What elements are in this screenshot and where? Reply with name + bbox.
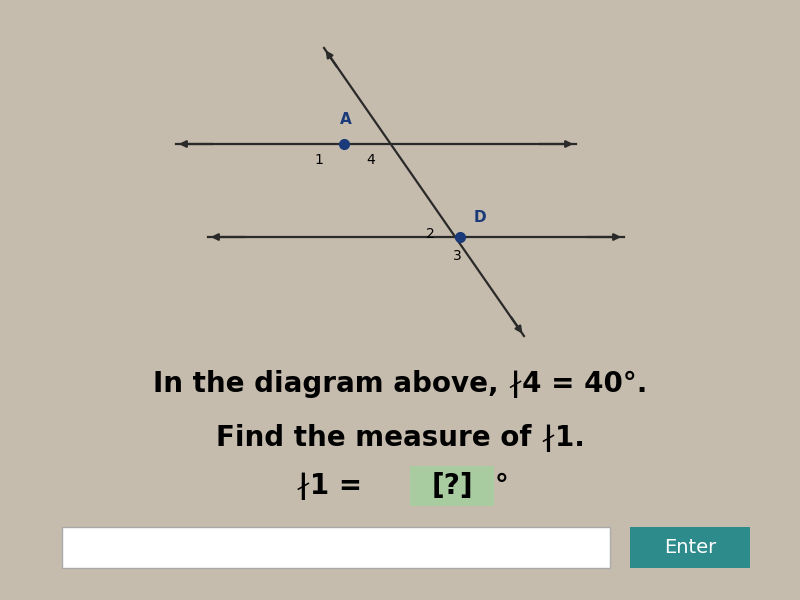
Text: ∤1 =: ∤1 = xyxy=(296,472,372,500)
Text: 1: 1 xyxy=(314,153,323,167)
Text: 2: 2 xyxy=(426,227,434,241)
Text: °: ° xyxy=(494,472,508,500)
FancyBboxPatch shape xyxy=(630,527,750,568)
Text: 3: 3 xyxy=(454,249,462,263)
FancyBboxPatch shape xyxy=(62,527,610,568)
Text: Find the measure of ∤1.: Find the measure of ∤1. xyxy=(215,424,585,452)
Text: In the diagram above, ∤4 = 40°.: In the diagram above, ∤4 = 40°. xyxy=(153,370,647,398)
Text: Enter: Enter xyxy=(664,538,716,557)
Text: 4: 4 xyxy=(366,153,374,167)
Text: [?]: [?] xyxy=(431,472,473,500)
Text: D: D xyxy=(474,210,486,225)
Text: A: A xyxy=(340,112,351,127)
FancyBboxPatch shape xyxy=(410,466,494,506)
